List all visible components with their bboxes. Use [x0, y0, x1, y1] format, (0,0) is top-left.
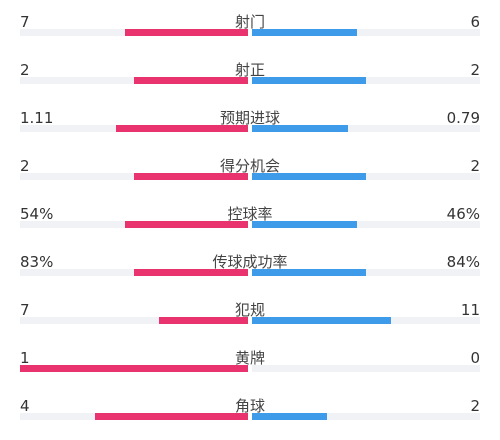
home-value: 2	[20, 61, 30, 79]
stat-row-pass-accuracy: 83% 传球成功率 84%	[0, 252, 500, 292]
stat-row-yellow-cards: 1 黄牌 0	[0, 348, 500, 388]
home-value: 4	[20, 397, 30, 415]
stat-row-corners: 4 角球 2	[0, 396, 500, 436]
stat-row-shots-on-target: 2 射正 2	[0, 60, 500, 100]
away-bar	[252, 413, 328, 420]
home-value: 7	[20, 301, 30, 319]
away-bar	[252, 77, 366, 84]
stat-label: 传球成功率	[212, 253, 288, 271]
stat-row-shots: 7 射门 6	[0, 12, 500, 52]
home-bar	[115, 125, 248, 132]
away-value: 2	[470, 397, 480, 415]
stat-label: 射正	[234, 61, 265, 79]
away-bar	[252, 221, 357, 228]
home-value: 54%	[20, 205, 54, 223]
home-value: 2	[20, 157, 30, 175]
away-value: 46%	[446, 205, 480, 223]
home-bar-track	[20, 77, 248, 84]
away-bar-track	[252, 269, 480, 276]
away-value: 84%	[446, 253, 480, 271]
away-value: 0.79	[446, 109, 480, 127]
away-bar-track	[252, 365, 480, 372]
home-bar-track	[20, 365, 248, 372]
away-bar-track	[252, 221, 480, 228]
home-bar	[134, 269, 248, 276]
stat-label: 射门	[234, 13, 265, 31]
stat-label: 角球	[234, 397, 265, 415]
away-value: 2	[470, 61, 480, 79]
home-bar-track	[20, 29, 248, 36]
away-value: 2	[470, 157, 480, 175]
home-bar-track	[20, 221, 248, 228]
stat-row-fouls: 7 犯规 11	[0, 300, 500, 340]
away-value: 6	[470, 13, 480, 31]
away-bar	[252, 269, 366, 276]
home-bar	[159, 317, 248, 324]
stat-label: 犯规	[234, 301, 265, 319]
away-bar-track	[252, 125, 480, 132]
stat-label: 得分机会	[219, 157, 280, 175]
home-bar-track	[20, 269, 248, 276]
home-value: 7	[20, 13, 30, 31]
home-bar	[134, 173, 248, 180]
away-bar	[252, 125, 348, 132]
home-bar	[124, 221, 248, 228]
stat-row-expected-goals: 1.11 预期进球 0.79	[0, 108, 500, 148]
home-bar-track	[20, 413, 248, 420]
stat-label: 控球率	[227, 205, 273, 223]
away-bar	[252, 173, 366, 180]
stat-row-scoring-chances: 2 得分机会 2	[0, 156, 500, 196]
home-bar-track	[20, 173, 248, 180]
home-bar-track	[20, 125, 248, 132]
home-bar	[134, 77, 248, 84]
home-value: 83%	[20, 253, 54, 271]
home-value: 1	[20, 349, 30, 367]
stat-label: 黄牌	[234, 349, 265, 367]
away-bar	[252, 29, 357, 36]
away-bar-track	[252, 77, 480, 84]
home-bar	[124, 29, 248, 36]
away-bar-track	[252, 413, 480, 420]
away-value: 0	[470, 349, 480, 367]
stat-row-possession: 54% 控球率 46%	[0, 204, 500, 244]
away-bar-track	[252, 317, 480, 324]
home-bar	[95, 413, 248, 420]
home-bar-track	[20, 317, 248, 324]
away-bar-track	[252, 173, 480, 180]
stat-label: 预期进球	[219, 109, 280, 127]
away-value: 11	[460, 301, 480, 319]
home-value: 1.11	[20, 109, 54, 127]
away-bar-track	[252, 29, 480, 36]
away-bar	[252, 317, 392, 324]
home-bar	[20, 365, 248, 372]
